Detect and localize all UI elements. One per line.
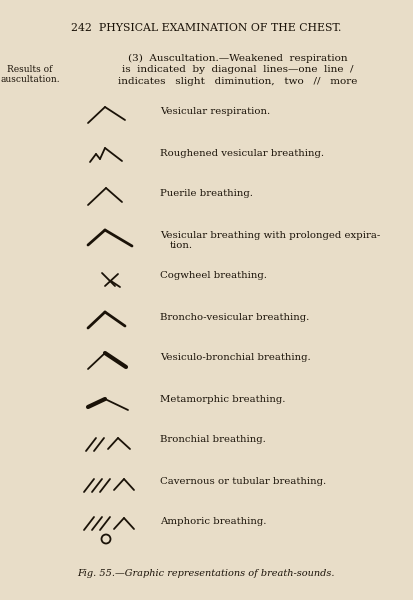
Text: indicates   slight   diminution,   two   //   more: indicates slight diminution, two // more	[118, 77, 358, 86]
Text: Vesiculo-bronchial breathing.: Vesiculo-bronchial breathing.	[160, 353, 311, 362]
Text: 242  PHYSICAL EXAMINATION OF THE CHEST.: 242 PHYSICAL EXAMINATION OF THE CHEST.	[71, 23, 341, 33]
Text: auscultation.: auscultation.	[0, 76, 60, 85]
Text: Vesicular respiration.: Vesicular respiration.	[160, 107, 270, 116]
Text: Roughened vesicular breathing.: Roughened vesicular breathing.	[160, 148, 324, 157]
Text: Bronchial breathing.: Bronchial breathing.	[160, 436, 266, 445]
Text: Results of: Results of	[7, 65, 53, 74]
Text: Broncho-vesicular breathing.: Broncho-vesicular breathing.	[160, 313, 309, 322]
Text: tion.: tion.	[170, 241, 193, 251]
Text: Puerile breathing.: Puerile breathing.	[160, 190, 253, 199]
Text: Cogwheel breathing.: Cogwheel breathing.	[160, 271, 267, 280]
Text: Cavernous or tubular breathing.: Cavernous or tubular breathing.	[160, 476, 326, 485]
Text: Vesicular breathing with prolonged expira-: Vesicular breathing with prolonged expir…	[160, 230, 380, 239]
Text: Amphoric breathing.: Amphoric breathing.	[160, 517, 266, 527]
Text: is  indicated  by  diagonal  lines—one  line  /: is indicated by diagonal lines—one line …	[122, 65, 354, 74]
Text: Metamorphic breathing.: Metamorphic breathing.	[160, 395, 285, 403]
Text: (3)  Auscultation.—Weakened  respiration: (3) Auscultation.—Weakened respiration	[128, 53, 348, 62]
Text: Fig. 55.—Graphic representations of breath-sounds.: Fig. 55.—Graphic representations of brea…	[77, 569, 335, 578]
